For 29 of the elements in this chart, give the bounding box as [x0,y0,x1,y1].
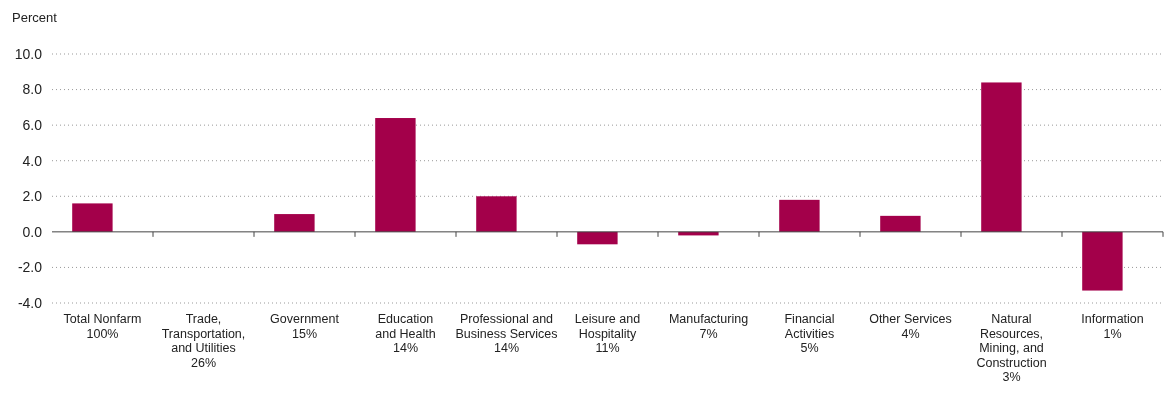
bar [779,199,820,232]
bar [1082,231,1123,291]
y-tick-label: 10.0 [14,45,43,62]
y-tick-label: 2.0 [22,188,43,205]
x-tick-label: Government 15% [270,312,340,341]
y-tick-label: 8.0 [22,81,43,98]
y-tick-label: 4.0 [22,152,43,169]
bar [274,214,315,232]
bar [476,196,517,232]
y-tick-label: 6.0 [22,117,43,134]
x-tick-label: Natural Resources, Mining, and Construction 3% [976,312,1047,384]
y-tick-label: -2.0 [17,259,43,276]
x-tick-label: Total Nonfarm 100% [63,312,142,341]
x-tick-label: Financial Activities 5% [784,312,835,355]
x-tick-label: Manufacturing 7% [668,312,749,341]
y-tick-label: 0.0 [22,223,43,240]
x-tick-label: Professional and Business Services 14% [455,312,558,355]
bar [880,215,921,232]
x-tick-label: Leisure and Hospitality 11% [574,312,641,355]
bar [72,203,113,232]
bar [577,231,618,245]
x-tick-label: Information 1% [1081,312,1144,341]
x-tick-label: Other Services 4% [869,312,952,341]
bar [375,118,416,232]
x-tick-label: Trade, Transportation, and Utilities 26% [161,312,246,370]
y-tick-label: -4.0 [17,294,43,311]
y-axis-title: Percent [12,10,58,25]
x-tick-label: Education and Health 14% [375,312,436,355]
bar [981,82,1022,232]
